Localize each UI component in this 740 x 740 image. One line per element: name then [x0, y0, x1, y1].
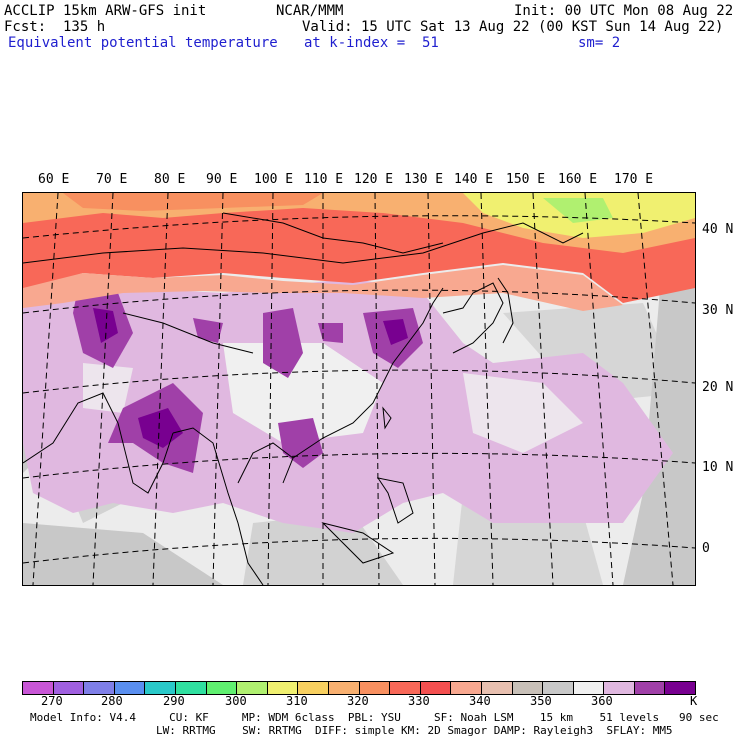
colorbar-segment [512, 682, 544, 694]
colorbar-unit: K [690, 694, 698, 708]
colorbar-segment [206, 682, 238, 694]
colorbar-segment [665, 682, 696, 694]
colorbar-tick: 300 [225, 694, 247, 708]
smoothing-label: sm= 2 [578, 35, 621, 51]
colorbar-segment [114, 682, 146, 694]
lat-label: 0 [702, 541, 710, 556]
northern-band [23, 193, 695, 311]
lon-label: 150 E [506, 172, 546, 187]
colorbar-segment [573, 682, 605, 694]
colorbar-segment [543, 682, 574, 694]
lon-label: 90 E [206, 172, 238, 187]
colorbar [22, 681, 696, 695]
model-info-line1: Model Info: V4.4 CU: KF MP: WDM 6class P… [30, 711, 719, 724]
colorbar-tick: 340 [469, 694, 491, 708]
forecast-hour: Fcst: 135 h [4, 19, 106, 35]
lon-label: 120 E [354, 172, 394, 187]
colorbar-tick: 330 [408, 694, 430, 708]
colorbar-tick: 310 [286, 694, 308, 708]
map-panel [22, 192, 696, 586]
colorbar-segment [84, 682, 115, 694]
lat-label: 30 N [702, 303, 734, 318]
colorbar-segment [145, 682, 176, 694]
colorbar-segment [390, 682, 421, 694]
lon-label: 100 E [254, 172, 294, 187]
colorbar-tick: 290 [163, 694, 185, 708]
colorbar-segment [481, 682, 513, 694]
colorbar-tick: 350 [530, 694, 552, 708]
lon-label: 170 E [614, 172, 654, 187]
colorbar-segment [359, 682, 391, 694]
field-name: Equivalent potential temperature [8, 35, 278, 51]
colorbar-segment [420, 682, 452, 694]
lon-label: 130 E [404, 172, 444, 187]
colorbar-tick: 270 [41, 694, 63, 708]
lon-label: 70 E [96, 172, 128, 187]
lon-label: 80 E [154, 172, 186, 187]
valid-time: Valid: 15 UTC Sat 13 Aug 22 (00 KST Sun … [302, 19, 724, 35]
graticule [23, 193, 695, 585]
colorbar-segment [298, 682, 329, 694]
lat-label: 40 N [702, 222, 734, 237]
lat-label: 10 N [702, 460, 734, 475]
colorbar-segment [237, 682, 268, 694]
center-label: NCAR/MMM [276, 3, 344, 19]
colorbar-segment [23, 682, 54, 694]
lon-label: 140 E [454, 172, 494, 187]
level-label: at k-index = 51 [304, 35, 439, 51]
lon-label: 60 E [38, 172, 70, 187]
lon-label: 160 E [558, 172, 598, 187]
white-areas [83, 343, 583, 453]
lat-label: 20 N [702, 380, 734, 395]
model-info-line2: LW: RRTMG SW: RRTMG DIFF: simple KM: 2D … [156, 724, 673, 737]
colorbar-segment [634, 682, 666, 694]
colorbar-segment [175, 682, 207, 694]
colorbar-segment [53, 682, 85, 694]
colorbar-segment [604, 682, 635, 694]
init-time: Init: 00 UTC Mon 08 Aug 22 [514, 3, 734, 19]
colorbar-segment [267, 682, 299, 694]
model-title: ACCLIP 15km ARW-GFS init [4, 3, 207, 19]
colorbar-tick: 360 [591, 694, 613, 708]
colorbar-segment [451, 682, 482, 694]
coastlines [23, 212, 584, 585]
theta-e-map [23, 193, 695, 585]
lon-label: 110 E [304, 172, 344, 187]
colorbar-tick: 320 [347, 694, 369, 708]
colorbar-tick: 280 [101, 694, 123, 708]
colorbar-segment [328, 682, 360, 694]
